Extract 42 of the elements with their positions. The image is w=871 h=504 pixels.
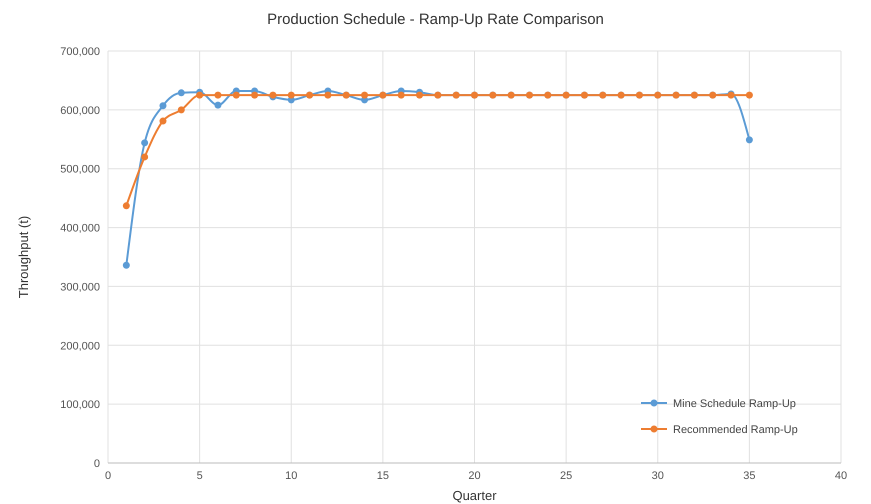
point xyxy=(398,92,405,99)
x-axis-title: Quarter xyxy=(452,488,498,503)
y-tick-label: 200,000 xyxy=(60,340,100,352)
x-tick-label: 20 xyxy=(468,470,481,482)
x-tick-label: 25 xyxy=(560,470,572,482)
x-tick-label: 0 xyxy=(104,470,112,482)
y-tick-label: 400,000 xyxy=(60,222,100,235)
legend-label: Mine Schedule Ramp-Up xyxy=(673,398,796,410)
x-tick-label: 10 xyxy=(285,470,298,482)
point xyxy=(159,118,166,125)
point xyxy=(251,92,258,99)
point xyxy=(141,153,148,160)
point xyxy=(178,106,185,114)
y-tick-label: 100,000 xyxy=(60,399,100,412)
point xyxy=(232,92,240,99)
point xyxy=(214,102,222,109)
point xyxy=(361,92,368,99)
point xyxy=(178,89,185,96)
x-tick-label: 5 xyxy=(196,470,203,482)
x-tick-label: 30 xyxy=(652,470,664,482)
y-axis-title: Throughput (t) xyxy=(16,216,31,298)
point xyxy=(122,202,130,210)
x-tick-label: 15 xyxy=(376,470,389,482)
y-tick-label: 600,000 xyxy=(60,104,100,117)
point xyxy=(214,92,222,99)
point xyxy=(746,92,753,99)
y-tick-label: 300,000 xyxy=(60,281,100,294)
y-tick-label: 500,000 xyxy=(60,164,100,176)
point xyxy=(324,92,332,99)
chart-title: Production Schedule - Ramp-Up Rate Comparison xyxy=(267,11,604,28)
point xyxy=(122,262,130,269)
y-tick-label: 700,000 xyxy=(60,46,100,58)
point xyxy=(196,92,204,99)
point xyxy=(141,139,148,146)
x-tick-label: 40 xyxy=(834,470,848,482)
point xyxy=(288,92,295,99)
point xyxy=(416,92,424,99)
x-tick-label: 35 xyxy=(743,470,756,482)
point xyxy=(746,136,753,144)
point xyxy=(159,102,166,110)
y-tick-label: 0 xyxy=(94,458,100,470)
legend-label: Recommended Ramp-Up xyxy=(673,424,798,436)
